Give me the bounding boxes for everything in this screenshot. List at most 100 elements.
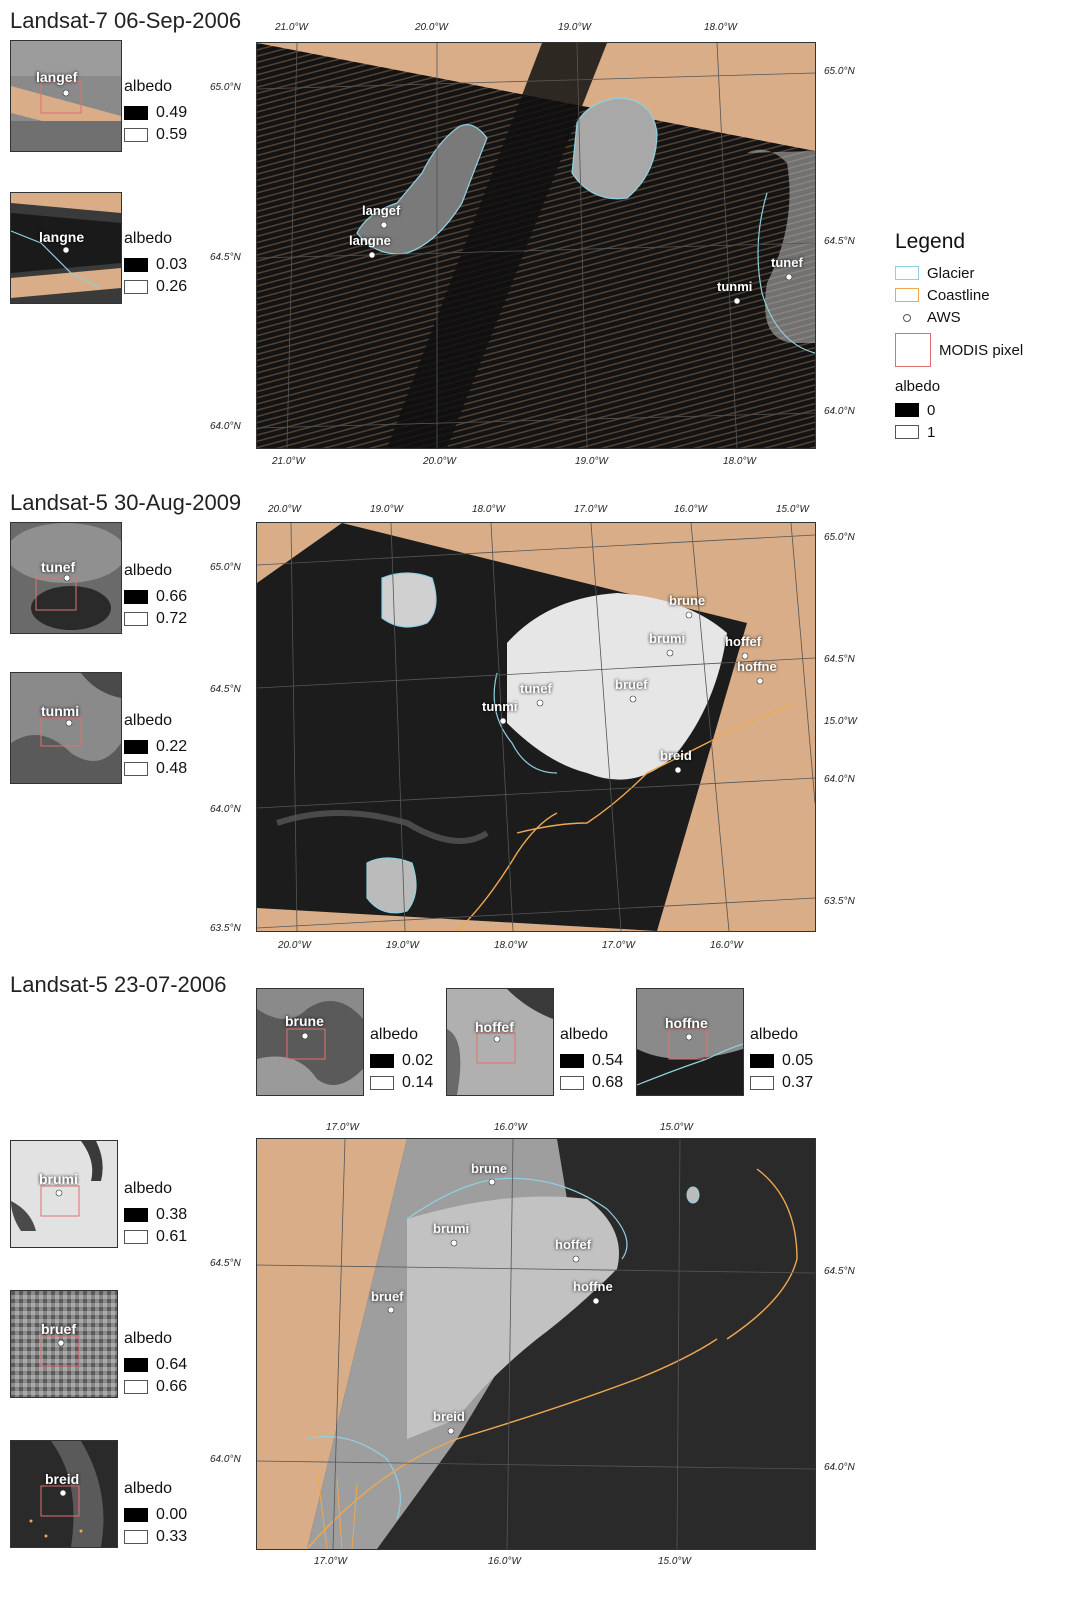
left-lat-tick: 64.5°N <box>210 684 241 695</box>
station-label: tunmi <box>717 279 753 294</box>
station-label: brune <box>471 1161 508 1176</box>
bottom-lon-tick: 19.0°W <box>386 940 419 951</box>
right-lat-tick: 64.0°N <box>824 406 855 417</box>
swatch-max <box>124 1530 148 1544</box>
right-lat-tick: 64.5°N <box>824 236 855 247</box>
albedo-max: 0.68 <box>592 1074 624 1091</box>
albedo-title: albedo <box>124 712 173 729</box>
inset-label: tunmi <box>41 703 80 719</box>
legend-glacier: Glacier <box>927 264 975 282</box>
station-label: breid <box>433 1409 465 1424</box>
station-label: langef <box>362 203 401 218</box>
glacier-swatch <box>895 266 919 280</box>
albedo-title: albedo <box>124 1330 173 1347</box>
albedo-min: 0.05 <box>782 1052 814 1069</box>
left-lat-tick: 65.0°N <box>210 562 241 573</box>
albedo-title: albedo <box>124 1180 173 1197</box>
swatch-min <box>124 1358 148 1372</box>
inset-bruef: bruef <box>10 1290 118 1398</box>
right-lat-tick: 65.0°N <box>824 532 855 543</box>
albedo-min: 0.49 <box>156 104 188 121</box>
swatch-min <box>124 1508 148 1522</box>
inset-brumi: brumi <box>10 1140 118 1248</box>
albedo-scale-hoffef: albedo 0.54 0.68 <box>560 1026 623 1094</box>
albedo-swatch-max <box>895 425 919 439</box>
albedo-max: 0.61 <box>156 1228 188 1245</box>
albedo-scale-hoffne: albedo 0.05 0.37 <box>750 1026 813 1094</box>
bottom-lon-tick: 19.0°W <box>575 456 608 467</box>
top-lon-tick: 16.0°W <box>494 1122 527 1133</box>
top-lon-tick: 16.0°W <box>674 504 707 515</box>
station-label: tunef <box>520 681 552 696</box>
albedo-max: 0.48 <box>156 760 188 777</box>
panel1-title: Landsat-7 06-Sep-2006 <box>10 8 242 33</box>
top-lon-tick: 17.0°W <box>574 504 607 515</box>
swatch-max <box>750 1076 774 1090</box>
left-lat-tick: 65.0°N <box>210 82 241 93</box>
albedo-scale-langne: albedo 0.03 0.26 <box>124 230 187 298</box>
albedo-title: albedo <box>124 78 173 95</box>
swatch-max <box>124 1230 148 1244</box>
swatch-min <box>560 1054 584 1068</box>
station-label: hoffef <box>725 634 762 649</box>
map-landsat5-2009: brune brumi hoffef hoffne tunef bruef tu… <box>256 522 816 932</box>
right-lat-tick: 64.5°N <box>824 1266 855 1277</box>
albedo-scale-langef: albedo 0.49 0.59 <box>124 78 187 146</box>
swatch-max <box>370 1076 394 1090</box>
albedo-scale-brumi: albedo 0.38 0.61 <box>124 1180 187 1248</box>
albedo-min: 0.02 <box>402 1052 434 1069</box>
inset-label: breid <box>45 1471 80 1487</box>
station-label: bruef <box>371 1289 404 1304</box>
panel3-title: Landsat-5 23-07-2006 <box>10 972 227 997</box>
right-lat-tick: 63.5°N <box>824 896 855 907</box>
inset-langne: langne <box>10 192 122 304</box>
inset-hoffef: hoffef <box>446 988 554 1096</box>
inset-langef: langef <box>10 40 122 152</box>
albedo-title: albedo <box>370 1026 419 1043</box>
map-landsat7-2006: langef langne tunmi tunef <box>256 42 816 449</box>
map-legend: Legend Glacier Coastline AWS MODIS pixel… <box>895 230 1023 443</box>
inset-label: langef <box>36 69 78 85</box>
top-lon-tick: 18.0°W <box>472 504 505 515</box>
albedo-min: 0.38 <box>156 1206 188 1223</box>
albedo-max: 0.33 <box>156 1528 188 1545</box>
inset-breid: breid <box>10 1440 118 1548</box>
station-label: hoffne <box>737 659 777 674</box>
legend-coastline: Coastline <box>927 286 990 304</box>
albedo-title: albedo <box>560 1026 609 1043</box>
left-lat-tick: 64.0°N <box>210 804 241 815</box>
legend-albedo-title: albedo <box>895 378 941 395</box>
legend-albedo-min: 0 <box>927 401 936 419</box>
bottom-lon-tick: 18.0°W <box>494 940 527 951</box>
top-lon-tick: 20.0°W <box>268 504 301 515</box>
panel2-title: Landsat-5 30-Aug-2009 <box>10 490 242 515</box>
swatch-min <box>370 1054 394 1068</box>
albedo-max: 0.59 <box>156 126 188 143</box>
swatch-min <box>124 106 148 120</box>
bottom-lon-tick: 21.0°W <box>272 456 305 467</box>
albedo-scale-bruef: albedo 0.64 0.66 <box>124 1330 187 1398</box>
legend-aws: AWS <box>927 308 961 326</box>
station-label: tunef <box>771 255 803 270</box>
inset-label: tunef <box>41 559 76 575</box>
station-label: hoffef <box>555 1237 592 1252</box>
bottom-lon-tick: 18.0°W <box>723 456 756 467</box>
swatch-max <box>124 280 148 294</box>
albedo-title: albedo <box>750 1026 799 1043</box>
map-landsat5-2006: brune brumi hoffef bruef hoffne breid <box>256 1138 816 1550</box>
albedo-max: 0.14 <box>402 1074 434 1091</box>
bottom-lon-tick: 17.0°W <box>602 940 635 951</box>
top-lon-tick: 20.0°W <box>415 22 448 33</box>
albedo-swatch-min <box>895 403 919 417</box>
albedo-title: albedo <box>124 562 173 579</box>
station-label: hoffne <box>573 1279 613 1294</box>
right-lat-tick: 64.0°N <box>824 1462 855 1473</box>
albedo-max: 0.26 <box>156 278 188 295</box>
albedo-scale-breid: albedo 0.00 0.33 <box>124 1480 187 1548</box>
inset-tunef: tunef <box>10 522 122 634</box>
top-lon-tick: 17.0°W <box>326 1122 359 1133</box>
legend-modis: MODIS pixel <box>939 341 1024 359</box>
top-lon-tick: 19.0°W <box>558 22 591 33</box>
swatch-min <box>124 590 148 604</box>
albedo-scale-tunef: albedo 0.66 0.72 <box>124 562 187 630</box>
